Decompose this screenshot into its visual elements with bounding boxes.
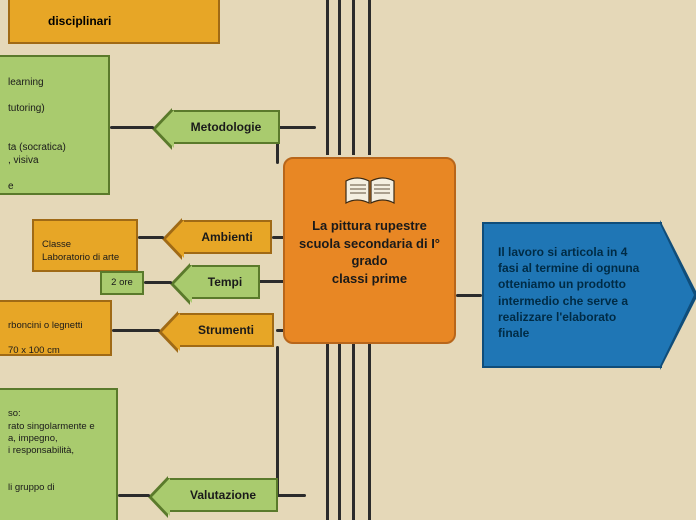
label-valutazione: Valutazione (170, 480, 276, 510)
center-node[interactable]: La pittura rupestre scuola secondaria di… (283, 157, 456, 344)
arrow-strumenti[interactable]: Strumenti (178, 313, 274, 347)
leaf-valutazione-text: so: rato singolarmente e a, impegno, i r… (8, 408, 95, 493)
connector (276, 346, 279, 496)
connector (338, 0, 341, 155)
center-line3: grado (297, 252, 442, 270)
connector (326, 0, 329, 155)
connector (276, 494, 306, 497)
leaf-tempi-text: 2 ore (111, 277, 133, 288)
arrow-valutazione[interactable]: Valutazione (168, 478, 278, 512)
leaf-ambienti-text: Classe Laboratorio di arte (42, 239, 119, 262)
node-disciplinari[interactable]: disciplinari (8, 0, 220, 44)
label-metodologie: Metodologie (174, 112, 278, 142)
arrow-tempi[interactable]: Tempi (190, 265, 260, 299)
open-book-icon (344, 173, 396, 209)
connector (456, 294, 482, 297)
connector (352, 344, 355, 520)
connector (110, 126, 154, 129)
phases-arrow-head-fill (660, 224, 694, 366)
mindmap-canvas: La pittura rupestre scuola secondaria di… (0, 0, 696, 520)
phases-arrow[interactable]: Il lavoro si articola in 4 fasi al termi… (482, 222, 662, 368)
label-disciplinari: disciplinari (48, 14, 111, 28)
center-line2: scuola secondaria di I° (297, 235, 442, 253)
connector (276, 126, 316, 129)
connector (138, 236, 164, 239)
center-line1: La pittura rupestre (297, 217, 442, 235)
phases-text: Il lavoro si articola in 4 fasi al termi… (498, 245, 639, 340)
connector (144, 281, 172, 284)
leaf-strumenti-text: rboncini o legnetti 70 x 100 cm (8, 320, 82, 356)
connector (352, 0, 355, 155)
connector (368, 0, 371, 155)
leaf-metodologie-text: learning tutoring) ta (socratica) , visi… (8, 77, 66, 192)
center-line4: classi prime (297, 270, 442, 288)
leaf-strumenti[interactable]: rboncini o legnetti 70 x 100 cm (0, 300, 112, 356)
label-strumenti: Strumenti (180, 315, 272, 345)
connector (258, 280, 286, 283)
leaf-ambienti[interactable]: Classe Laboratorio di arte (32, 219, 138, 272)
connector (338, 344, 341, 520)
leaf-valutazione[interactable]: so: rato singolarmente e a, impegno, i r… (0, 388, 118, 520)
label-ambienti: Ambienti (184, 222, 270, 252)
label-tempi: Tempi (192, 267, 258, 297)
leaf-tempi[interactable]: 2 ore (100, 271, 144, 295)
connector (118, 494, 150, 497)
connector (326, 344, 329, 520)
arrow-metodologie[interactable]: Metodologie (172, 110, 280, 144)
connector (368, 344, 371, 520)
leaf-metodologie[interactable]: learning tutoring) ta (socratica) , visi… (0, 55, 110, 195)
connector (112, 329, 160, 332)
arrow-ambienti[interactable]: Ambienti (182, 220, 272, 254)
